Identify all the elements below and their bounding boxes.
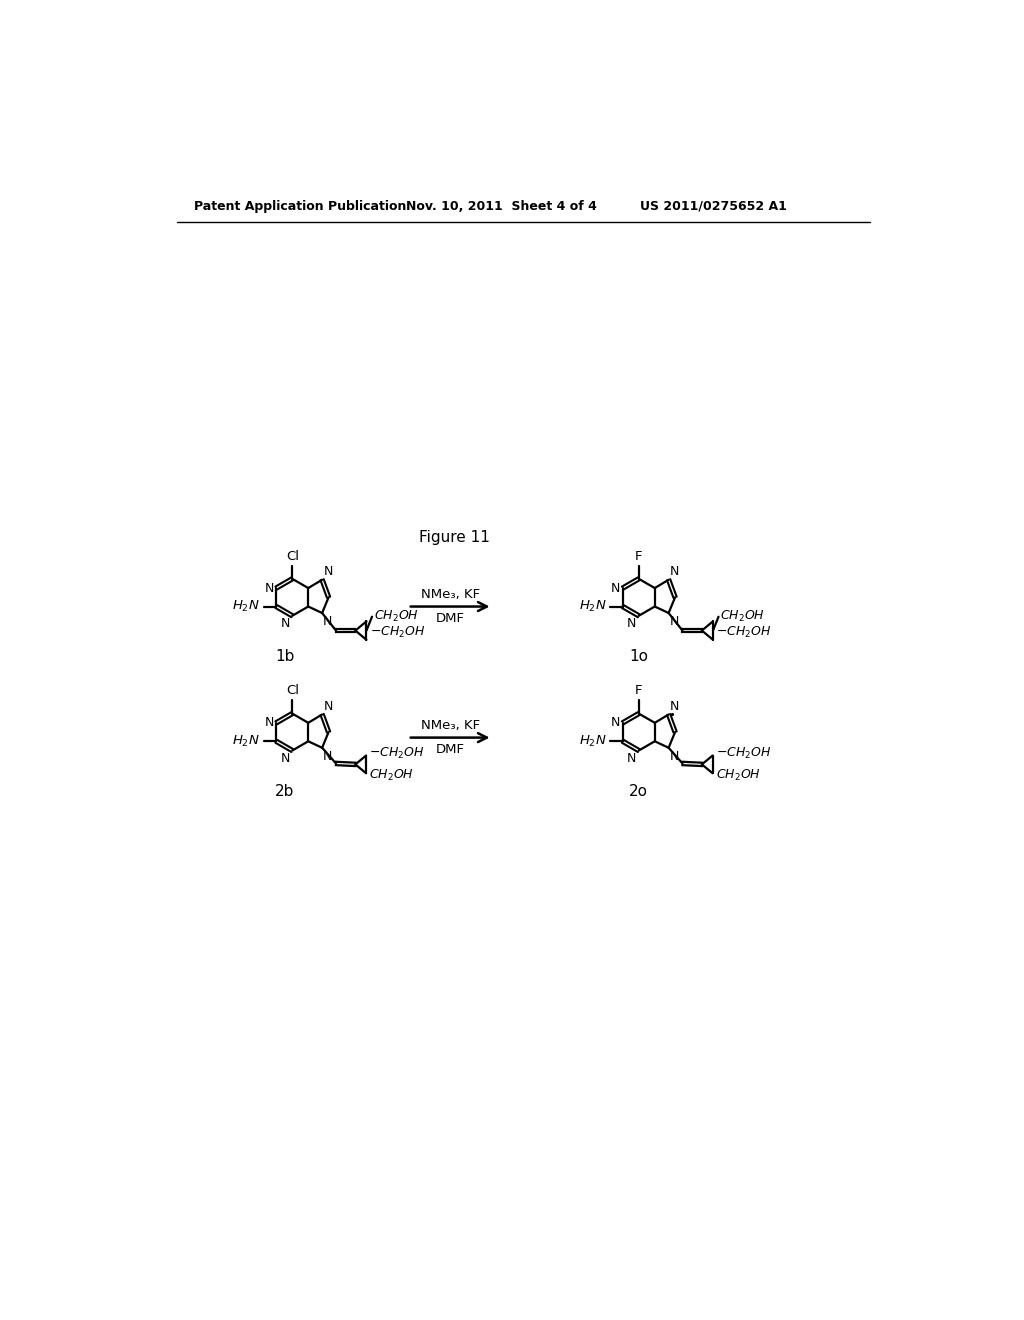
Text: $-CH_2OH$: $-CH_2OH$ — [716, 746, 771, 762]
Text: N: N — [324, 565, 333, 578]
Text: N: N — [670, 700, 680, 713]
Text: $-CH_2OH$: $-CH_2OH$ — [370, 746, 425, 762]
Text: N: N — [264, 717, 274, 730]
Text: N: N — [281, 618, 290, 631]
Text: N: N — [323, 615, 332, 628]
Text: N: N — [627, 752, 637, 766]
Text: $H_2N$: $H_2N$ — [232, 734, 260, 748]
Text: 2b: 2b — [274, 784, 294, 799]
Text: NMe₃, KF: NMe₃, KF — [421, 587, 479, 601]
Text: Patent Application Publication: Patent Application Publication — [194, 199, 407, 213]
Text: $-CH_2OH$: $-CH_2OH$ — [370, 624, 425, 640]
Text: $CH_2OH$: $CH_2OH$ — [370, 767, 414, 783]
Text: F: F — [635, 684, 642, 697]
Text: 1b: 1b — [274, 649, 294, 664]
Text: N: N — [670, 615, 679, 628]
Text: $CH_2OH$: $CH_2OH$ — [374, 609, 419, 624]
Text: $CH_2OH$: $CH_2OH$ — [720, 609, 765, 624]
Text: US 2011/0275652 A1: US 2011/0275652 A1 — [640, 199, 787, 213]
Text: N: N — [627, 618, 637, 631]
Text: 2o: 2o — [630, 784, 648, 799]
Text: N: N — [611, 717, 621, 730]
Text: Nov. 10, 2011  Sheet 4 of 4: Nov. 10, 2011 Sheet 4 of 4 — [407, 199, 597, 213]
Text: DMF: DMF — [435, 743, 465, 756]
Text: F: F — [635, 549, 642, 562]
Text: N: N — [281, 752, 290, 766]
Text: N: N — [670, 565, 680, 578]
Text: 1o: 1o — [630, 649, 648, 664]
Text: N: N — [323, 750, 332, 763]
Text: N: N — [611, 582, 621, 594]
Text: N: N — [324, 700, 333, 713]
Text: $-CH_2OH$: $-CH_2OH$ — [716, 624, 771, 640]
Text: Cl: Cl — [286, 684, 299, 697]
Text: Figure 11: Figure 11 — [419, 529, 489, 545]
Text: Cl: Cl — [286, 549, 299, 562]
Text: $H_2N$: $H_2N$ — [579, 599, 606, 614]
Text: $H_2N$: $H_2N$ — [579, 734, 606, 748]
Text: $CH_2OH$: $CH_2OH$ — [716, 767, 761, 783]
Text: N: N — [264, 582, 274, 594]
Text: $H_2N$: $H_2N$ — [232, 599, 260, 614]
Text: NMe₃, KF: NMe₃, KF — [421, 719, 479, 731]
Text: N: N — [670, 750, 679, 763]
Text: DMF: DMF — [435, 612, 465, 626]
